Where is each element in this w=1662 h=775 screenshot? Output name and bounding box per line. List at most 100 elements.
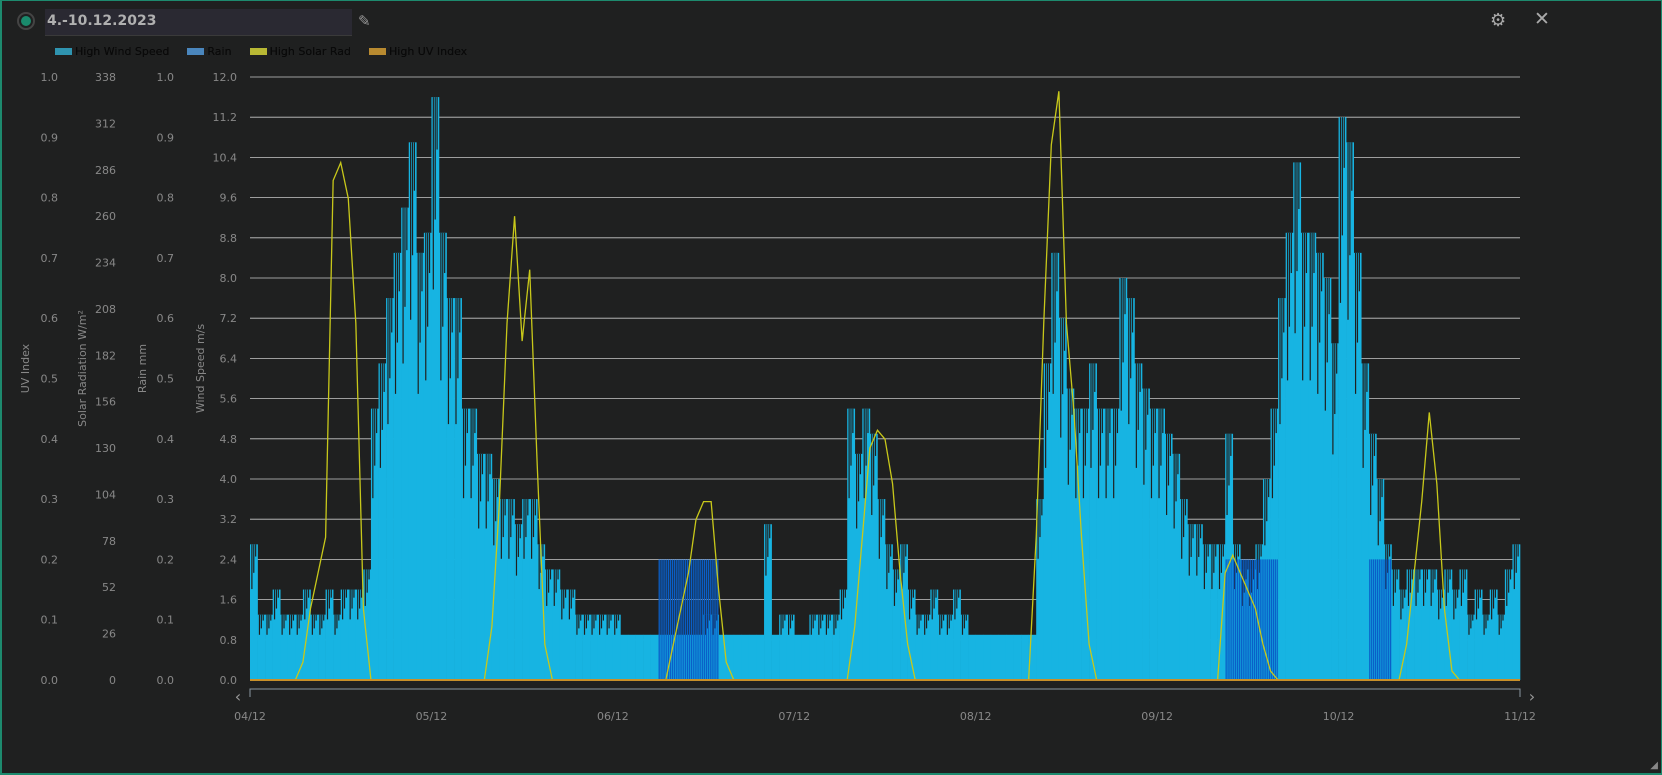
wind-bar xyxy=(438,232,447,680)
wind-bar xyxy=(643,634,651,680)
wind-bar xyxy=(1399,589,1407,680)
wind-bar xyxy=(1451,589,1460,680)
wind-bar xyxy=(968,634,977,680)
solar-tick-label: 78 xyxy=(102,535,116,548)
wind-bar xyxy=(1474,589,1483,680)
wind-bar xyxy=(333,614,342,680)
wind-bar xyxy=(1285,232,1294,680)
wind-bar xyxy=(1119,278,1128,680)
wind-tick-label: 7.2 xyxy=(220,312,238,325)
solar-tick-label: 234 xyxy=(95,257,116,270)
rain-tick-label: 0.0 xyxy=(157,674,175,687)
wind-bar xyxy=(1323,278,1332,680)
legend-item-rain[interactable]: Rain xyxy=(187,45,232,58)
wind-bar xyxy=(748,634,757,680)
uv-tick-label: 0.1 xyxy=(41,614,59,627)
solar-tick-label: 182 xyxy=(95,349,116,362)
rain-tick-label: 0.8 xyxy=(157,192,175,205)
chevron-left-icon[interactable]: ‹ xyxy=(235,687,241,706)
wind-bar xyxy=(1255,544,1264,680)
wind-bar xyxy=(801,634,810,680)
wind-bar xyxy=(1179,499,1188,680)
wind-bar xyxy=(1142,388,1150,680)
wind-bar xyxy=(408,142,417,680)
status-dot-icon[interactable] xyxy=(17,12,35,30)
date-range-title[interactable]: 4.-10.12.2023 xyxy=(45,9,352,36)
pencil-icon[interactable]: ✎ xyxy=(358,12,371,30)
wind-bar xyxy=(537,544,546,680)
solar-tick-label: 52 xyxy=(102,581,116,594)
wind-bar xyxy=(1489,589,1498,680)
wind-bar xyxy=(1013,634,1022,680)
wind-bar xyxy=(1421,569,1430,680)
uv-tick-label: 0.0 xyxy=(41,674,59,687)
wind-bar xyxy=(990,634,999,680)
x-tick-label: 09/12 xyxy=(1141,710,1173,723)
wind-bar xyxy=(393,252,402,680)
solar-axis-title: Solar Radiation W/m² xyxy=(76,310,89,427)
wind-bar xyxy=(567,589,576,680)
wind-bar xyxy=(688,634,697,680)
wind-bar xyxy=(756,634,765,680)
uv-tick-label: 0.7 xyxy=(41,252,59,265)
wind-bar xyxy=(370,408,379,680)
x-tick-label: 08/12 xyxy=(960,710,992,723)
wind-bar xyxy=(1021,634,1029,680)
wind-tick-label: 0.0 xyxy=(220,674,238,687)
wind-tick-label: 2.4 xyxy=(220,553,238,566)
wind-bar xyxy=(1081,408,1090,680)
wind-bar xyxy=(1005,634,1014,680)
wind-bar xyxy=(1210,544,1218,680)
wind-bar xyxy=(423,232,432,680)
solar-tick-label: 312 xyxy=(95,117,116,130)
legend-item-solar[interactable]: High Solar Rad xyxy=(249,45,351,58)
wind-bar xyxy=(1436,589,1445,680)
wind-tick-label: 1.6 xyxy=(220,594,238,607)
wind-bar xyxy=(1051,252,1060,680)
wind-bar xyxy=(1414,569,1423,680)
rain-tick-label: 0.5 xyxy=(157,373,175,386)
wind-tick-label: 4.0 xyxy=(220,473,238,486)
wind-bar xyxy=(1331,343,1339,680)
x-tick-label: 05/12 xyxy=(416,710,448,723)
wind-bar xyxy=(378,363,387,680)
wind-bar xyxy=(514,524,523,680)
wind-bar xyxy=(431,97,440,681)
wind-bar xyxy=(1202,544,1211,680)
gear-icon[interactable]: ⚙ xyxy=(1490,10,1507,31)
wind-bar xyxy=(1073,408,1082,680)
wind-bar xyxy=(1391,569,1400,680)
time-scrollbar xyxy=(249,688,1521,697)
wind-bar xyxy=(786,614,795,680)
wind-bar xyxy=(847,408,856,680)
close-icon[interactable]: ✕ xyxy=(1534,8,1550,30)
wind-bar xyxy=(1096,408,1105,680)
uv-tick-label: 0.4 xyxy=(41,433,59,446)
wind-bar xyxy=(552,569,561,680)
solar-tick-label: 338 xyxy=(95,71,116,84)
legend-item-wind[interactable]: High Wind Speed xyxy=(55,45,169,58)
wind-bar xyxy=(401,207,410,680)
wind-bar xyxy=(1164,433,1173,680)
wind-bar xyxy=(680,634,689,680)
wind-bar xyxy=(1429,569,1438,680)
wind-bar xyxy=(953,589,961,680)
wind-bar xyxy=(1232,544,1241,680)
wind-bar xyxy=(1504,569,1513,680)
wind-bar xyxy=(1089,363,1097,680)
x-tick-label: 07/12 xyxy=(778,710,810,723)
chevron-right-icon[interactable]: › xyxy=(1529,687,1535,706)
wind-bar xyxy=(325,589,334,680)
wind-bar xyxy=(945,614,954,680)
solar-tick-label: 26 xyxy=(102,628,116,641)
resize-handle-icon[interactable]: ◢ xyxy=(1650,760,1658,771)
wind-bar xyxy=(1346,142,1354,680)
wind-bar xyxy=(877,499,886,680)
wind-bar xyxy=(476,453,485,680)
wind-bar xyxy=(529,499,538,680)
wind-bar xyxy=(446,298,455,680)
wind-bar xyxy=(1058,318,1067,680)
rain-tick-label: 0.7 xyxy=(157,252,175,265)
rain-tick-label: 0.3 xyxy=(157,493,175,506)
legend-item-uv[interactable]: High UV Index xyxy=(369,45,467,58)
